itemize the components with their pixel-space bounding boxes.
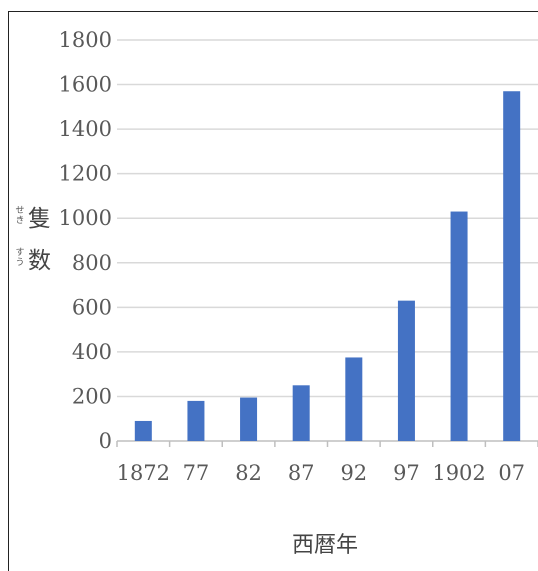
y-tick-label: 1200 [59, 162, 112, 186]
y-tick-label: 1800 [59, 28, 112, 52]
x-tick-label: 1902 [432, 461, 485, 485]
x-tick-label: 82 [235, 461, 262, 485]
x-tick-label: 07 [498, 461, 525, 485]
y-axis-label-kanji: 数 [28, 248, 51, 274]
bar [397, 300, 415, 441]
y-axis-label-kanji: 隻 [28, 206, 51, 232]
y-axis-label-ruby: すう [15, 248, 25, 268]
bar [292, 385, 310, 441]
bar [187, 400, 205, 441]
x-tick-label: 97 [393, 461, 420, 485]
y-tick-label: 1400 [59, 117, 112, 141]
x-axis-label: 西暦年 [292, 533, 359, 558]
x-tick-label: 1872 [117, 461, 170, 485]
y-tick-label: 1600 [59, 73, 112, 97]
y-tick-label: 600 [72, 295, 112, 319]
x-tick-label: 77 [183, 461, 210, 485]
y-axis-label: せき 隻 すう 数 [14, 204, 60, 288]
bar [134, 420, 152, 441]
y-tick-label: 800 [72, 251, 112, 275]
bar [450, 211, 468, 441]
y-axis-label-char: すう 数 [14, 246, 60, 288]
y-axis-label-ruby: せき [15, 206, 25, 226]
x-tick-label: 87 [288, 461, 315, 485]
y-axis-label-char: せき 隻 [14, 204, 60, 246]
x-tick-label: 92 [340, 461, 367, 485]
bar [345, 357, 363, 441]
y-tick-label: 1000 [59, 206, 112, 230]
bar [240, 397, 258, 441]
y-tick-label: 200 [72, 384, 112, 408]
bar [503, 91, 521, 441]
y-tick-label: 400 [72, 340, 112, 364]
y-tick-label: 0 [99, 429, 112, 453]
chart-frame [8, 11, 538, 571]
